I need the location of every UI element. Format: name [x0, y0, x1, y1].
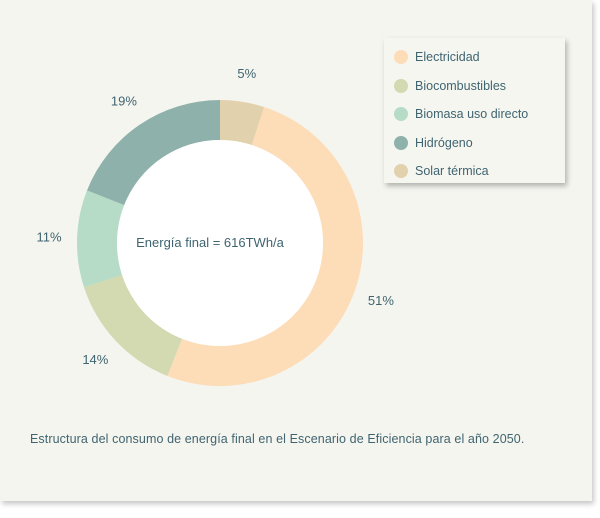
pct-label-biomasa-uso-directo: 11%	[37, 230, 62, 245]
legend-label: Solar térmica	[415, 164, 489, 179]
chart-caption: Estructura del consumo de energía final …	[30, 432, 525, 446]
legend-label: Hidrógeno	[415, 135, 473, 150]
donut-slices	[76, 100, 364, 387]
legend-item-biomasa: Biomasa uso directo	[394, 100, 565, 129]
slice-solar-termica	[220, 100, 265, 146]
chart-panel: Energía final = 616TWh/a 5% 51% 14% 11% 19% …	[0, 0, 592, 501]
legend-swatch-electricidad	[394, 50, 408, 65]
legend-item-electricidad: Electricidad	[394, 43, 565, 72]
legend-swatch-biomasa	[394, 107, 408, 122]
slice-hidrogeno	[87, 100, 220, 206]
donut-chart: Energía final = 616TWh/a 5% 51% 14% 11% 19%	[37, 66, 395, 387]
legend-item-solar-termica: Solar térmica	[394, 157, 565, 186]
pct-label-hidrogeno: 19%	[111, 94, 137, 109]
legend: Electricidad Biocombustibles Biomasa uso…	[384, 38, 565, 183]
pct-label-solar-termica: 5%	[237, 66, 256, 81]
legend-item-hidrogeno: Hidrógeno	[394, 129, 565, 158]
legend-label: Electricidad	[415, 50, 480, 65]
slice-electricidad	[167, 106, 364, 387]
legend-item-biocombustibles: Biocombustibles	[394, 72, 565, 101]
legend-swatch-solar-termica	[394, 164, 408, 179]
legend-label: Biomasa uso directo	[415, 107, 529, 122]
pct-label-electricidad: 51%	[368, 293, 394, 308]
slice-biocombustibles	[83, 274, 183, 376]
percentage-labels: 5% 51% 14% 11% 19%	[37, 66, 395, 367]
legend-swatch-biocombustibles	[394, 78, 408, 93]
center-label: Energía final = 616TWh/a	[136, 235, 285, 250]
pct-label-biocombustibles: 14%	[82, 352, 108, 367]
slice-biomasa-uso-directo	[76, 190, 125, 288]
legend-swatch-hidrogeno	[394, 135, 408, 150]
donut-hole	[117, 140, 323, 346]
legend-label: Biocombustibles	[415, 78, 507, 93]
